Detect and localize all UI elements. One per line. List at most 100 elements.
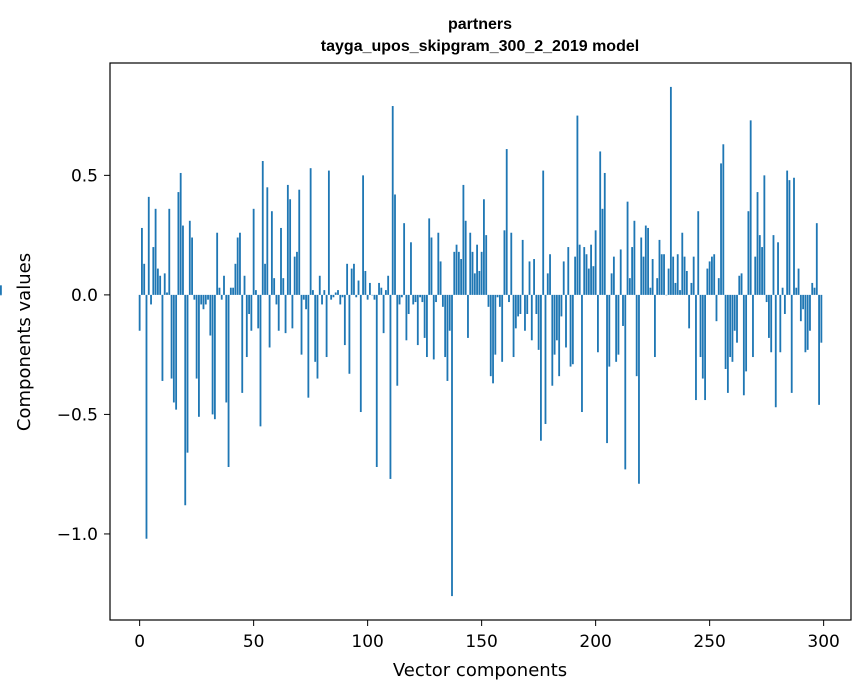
bar-143	[464, 220, 467, 295]
bar-276	[768, 294, 770, 338]
bar-33	[213, 294, 216, 420]
bar-202	[599, 151, 602, 295]
bar-273	[761, 247, 763, 295]
bar-76	[312, 290, 314, 295]
bar-8	[156, 268, 159, 295]
bar-29	[204, 294, 207, 305]
x-axis-label: Vector components	[393, 660, 567, 681]
bar-32	[211, 294, 214, 415]
bar-282	[781, 287, 784, 295]
bar-66	[289, 199, 292, 295]
bar-24	[193, 294, 196, 300]
bar-278	[772, 235, 775, 295]
bar-176	[540, 294, 542, 441]
bar-23	[191, 237, 193, 295]
bar-254	[717, 278, 720, 295]
bar-175	[537, 294, 540, 350]
bar-192	[576, 115, 579, 295]
bar-72	[302, 294, 305, 300]
bar-206	[608, 294, 611, 367]
bar-239	[683, 256, 686, 295]
x-tick-label: 50	[243, 632, 265, 652]
bar-83	[327, 170, 330, 295]
bar-22	[188, 220, 191, 295]
bar-71	[300, 294, 303, 355]
bar-164	[512, 294, 515, 358]
bar-117	[405, 294, 408, 341]
bar-217	[633, 220, 636, 295]
x-tick-label: 200	[579, 632, 611, 652]
bar-258	[726, 294, 729, 393]
bar-222	[644, 225, 647, 295]
bar-221	[642, 256, 645, 295]
bar-224	[649, 287, 652, 295]
bar-19	[182, 225, 184, 295]
bar-184	[558, 294, 561, 377]
bar-172	[530, 294, 533, 341]
bar-113	[396, 294, 399, 386]
bar-0	[138, 294, 141, 331]
bar-14	[170, 294, 173, 379]
bar-17	[177, 192, 180, 295]
bar-5	[150, 294, 152, 305]
bar-212	[622, 294, 624, 326]
bar-238	[681, 232, 684, 295]
bar-228	[658, 239, 661, 295]
bar-126	[426, 294, 428, 358]
bar-296	[813, 287, 816, 295]
bar-60	[275, 294, 278, 305]
bar-57	[268, 294, 271, 348]
bar-128	[430, 237, 433, 295]
bar-37	[223, 275, 225, 295]
bar-197	[587, 268, 590, 295]
bar-1	[141, 227, 143, 295]
bar-283	[783, 294, 786, 314]
bar-93	[350, 268, 353, 295]
bar-251	[711, 256, 713, 295]
bar-59	[273, 278, 276, 295]
bar-98	[362, 175, 364, 295]
bar-246	[699, 294, 702, 358]
bar-234	[672, 256, 675, 295]
bar-286	[790, 294, 793, 393]
bar-68	[293, 256, 296, 295]
bar-40	[229, 287, 232, 295]
bar-236	[676, 254, 679, 295]
bar-218	[635, 294, 638, 377]
bar-64	[284, 294, 287, 334]
bar-41	[232, 287, 235, 295]
bar-9	[159, 275, 162, 295]
bar-243	[692, 256, 695, 295]
bar-248	[704, 294, 706, 401]
y-tick-label: 0.0	[71, 286, 98, 306]
bar-271	[756, 192, 759, 295]
bar-299	[820, 294, 823, 343]
bar-291	[802, 294, 805, 310]
bar-78	[316, 294, 319, 379]
bar-152	[485, 235, 488, 295]
bar-289	[797, 268, 800, 295]
bar-169	[524, 294, 526, 331]
bar-166	[517, 294, 520, 317]
bar-242	[690, 282, 693, 295]
bar-230	[663, 254, 665, 295]
bar-84	[330, 294, 333, 300]
bar-97	[359, 294, 362, 413]
bar-27	[200, 294, 203, 305]
bar-155	[492, 294, 494, 384]
bar-85	[332, 294, 335, 298]
bar-131	[437, 232, 440, 295]
y-tick-label: −0.5	[57, 405, 98, 425]
bar-88	[339, 294, 342, 305]
bar-288	[795, 287, 798, 295]
bar-145	[469, 232, 472, 295]
bar-125	[423, 294, 426, 338]
bar-247	[701, 294, 704, 379]
bar-15	[172, 294, 175, 403]
bar-144	[467, 294, 469, 338]
chart-title: partners	[448, 16, 512, 33]
bar-294	[809, 294, 811, 331]
bar-177	[542, 170, 545, 295]
bar-250	[708, 261, 711, 295]
bar-58	[270, 211, 273, 295]
